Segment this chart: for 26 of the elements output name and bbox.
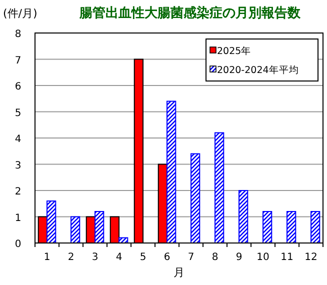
- x-tick-label: 10: [256, 252, 270, 263]
- x-tick-label: 1: [44, 252, 50, 263]
- x-tick-label: 3: [92, 252, 98, 263]
- chart-title: 腸管出血性大腸菌感染症の月別報告数: [78, 5, 302, 21]
- x-tick-label: 11: [280, 252, 294, 263]
- y-tick-label: 6: [14, 82, 22, 92]
- x-tick-label: 4: [116, 252, 122, 263]
- y-tick-label: 7: [14, 55, 22, 66]
- y-tick-label: 5: [14, 108, 22, 119]
- y-tick-label: 1: [14, 212, 22, 224]
- legend-label: 2025年: [217, 45, 252, 57]
- y-axis-title: (件/月): [3, 7, 38, 20]
- y-tick-label: 8: [14, 29, 22, 40]
- legend-label: 2020-2024年平均: [217, 64, 299, 76]
- y-tick-label: 3: [14, 160, 22, 172]
- x-tick-label: 7: [188, 252, 194, 263]
- y-tick-label: 4: [14, 134, 22, 145]
- x-tick-label: 6: [164, 252, 170, 263]
- x-tick-label: 2: [68, 252, 74, 263]
- x-axis-title: 月: [174, 266, 184, 279]
- x-tick-label: 5: [140, 252, 146, 263]
- x-tick-label: 9: [236, 252, 242, 263]
- y-tick-label: 2: [14, 186, 22, 198]
- x-tick-label: 12: [304, 252, 318, 263]
- y-tick-label: 0: [14, 239, 22, 250]
- x-tick-label: 8: [212, 252, 218, 263]
